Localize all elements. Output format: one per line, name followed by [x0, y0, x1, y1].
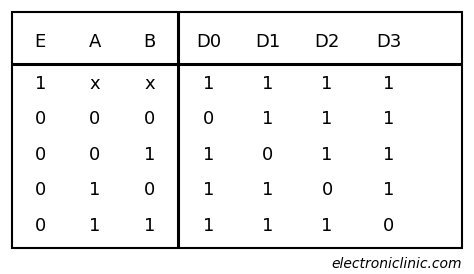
Text: 1: 1 [203, 181, 214, 199]
Text: 1: 1 [144, 217, 155, 235]
Text: 1: 1 [321, 217, 333, 235]
Text: B: B [143, 33, 155, 52]
Text: 0: 0 [35, 217, 46, 235]
Text: 1: 1 [383, 181, 394, 199]
Text: 0: 0 [144, 110, 155, 128]
Text: x: x [144, 75, 155, 93]
Text: 1: 1 [89, 181, 100, 199]
Bar [12, 12, 462, 248]
Text: 1: 1 [321, 146, 333, 164]
Text: 1: 1 [262, 110, 273, 128]
Text: 1: 1 [144, 146, 155, 164]
Text: D3: D3 [376, 33, 401, 52]
Text: 1: 1 [383, 146, 394, 164]
Text: 1: 1 [89, 217, 100, 235]
Text: D0: D0 [196, 33, 221, 52]
Text: electroniclinic.com: electroniclinic.com [332, 257, 462, 271]
Text: 1: 1 [262, 181, 273, 199]
Text: x: x [90, 75, 100, 93]
Text: 0: 0 [383, 217, 394, 235]
Text: 1: 1 [35, 75, 46, 93]
Text: 0: 0 [144, 181, 155, 199]
Text: D2: D2 [314, 33, 340, 52]
Text: E: E [35, 33, 46, 52]
Text: 0: 0 [89, 110, 100, 128]
Text: 1: 1 [203, 217, 214, 235]
Text: 1: 1 [262, 217, 273, 235]
Text: 0: 0 [89, 146, 100, 164]
Text: 0: 0 [35, 146, 46, 164]
Text: 1: 1 [383, 75, 394, 93]
Text: 0: 0 [35, 110, 46, 128]
Text: 0: 0 [262, 146, 273, 164]
Text: 1: 1 [203, 146, 214, 164]
Text: 1: 1 [321, 75, 333, 93]
Text: 0: 0 [203, 110, 214, 128]
Text: 1: 1 [262, 75, 273, 93]
Text: 1: 1 [321, 110, 333, 128]
Text: A: A [89, 33, 101, 52]
Text: 0: 0 [321, 181, 333, 199]
Text: D1: D1 [255, 33, 281, 52]
Text: 1: 1 [203, 75, 214, 93]
Text: 0: 0 [35, 181, 46, 199]
Text: 1: 1 [383, 110, 394, 128]
